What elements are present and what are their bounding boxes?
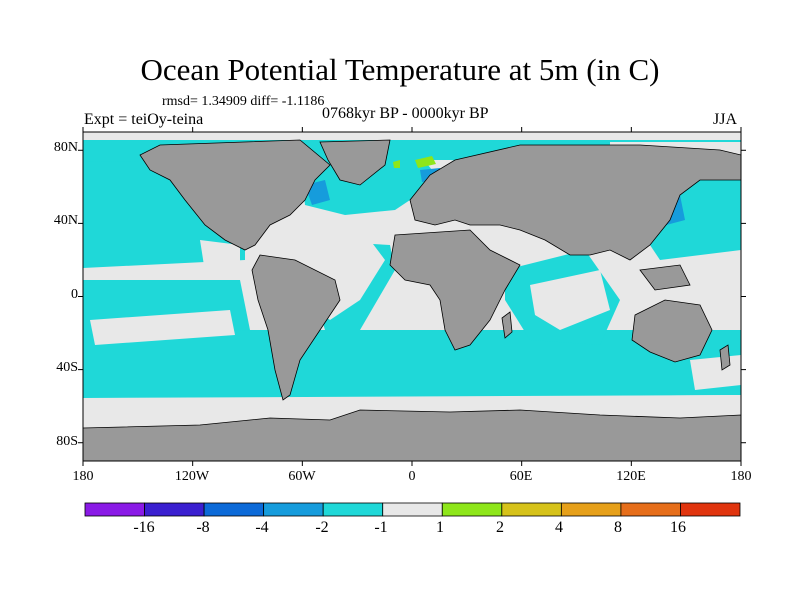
period-label: 0768kyr BP - 0000kyr BP (322, 105, 489, 122)
colorbar-label: 1 (436, 519, 444, 536)
colorbar-label: 4 (555, 519, 563, 536)
colorbar-swatch (501, 502, 562, 517)
lon-label-120e: 120E (616, 469, 646, 484)
season-label: JJA (713, 111, 738, 128)
lon-label-60w: 60W (288, 469, 316, 484)
colorbar-label: -8 (196, 519, 210, 536)
stats-text: rmsd= 1.34909 diff= -1.1186 (162, 94, 325, 109)
north-america-land (139, 139, 331, 251)
lon-label-180w: 180 (72, 469, 94, 484)
lat-label-40s: 40S (56, 360, 78, 375)
greenland-sea-green (393, 160, 400, 168)
colorbar-label: 16 (670, 519, 686, 536)
indian-neutral (530, 270, 610, 330)
new-zealand-land (719, 344, 731, 371)
pacific-neutral-strip (90, 310, 235, 345)
experiment-label: Expt = teiOy-teina (84, 111, 204, 128)
southern-band-cyan (83, 330, 741, 400)
madagascar-land (501, 311, 513, 339)
colorbar-label: 2 (496, 519, 504, 536)
greenland-land (319, 139, 391, 186)
colorbar-swatch (322, 502, 384, 517)
colorbar-swatch (84, 502, 145, 517)
colorbar-label: -4 (255, 519, 269, 536)
axis-ticks (78, 127, 746, 466)
colorbar-swatch (382, 502, 443, 517)
africa-land (389, 229, 521, 351)
barents-green (415, 156, 436, 168)
colorbar-swatch (560, 502, 622, 517)
colorbar-label: 8 (614, 519, 622, 536)
colorbar-swatch (203, 502, 265, 517)
colorbar-label: -16 (133, 519, 155, 536)
lat-label-0: 0 (71, 287, 78, 302)
tasman-neutral (690, 355, 741, 390)
lon-label-120w: 120W (174, 469, 210, 484)
colorbar-swatch (441, 502, 503, 517)
lat-label-40n: 40N (53, 213, 78, 228)
warm-anomaly-regions (393, 156, 436, 168)
southeast-asia-islands (639, 264, 691, 291)
australia-land (631, 299, 713, 363)
lat-label-80s: 80S (56, 434, 78, 449)
colorbar-swatch (680, 502, 741, 517)
lon-label-0: 0 (408, 469, 416, 484)
lon-label-180e: 180 (730, 469, 752, 484)
colorbar-label: -2 (315, 519, 329, 536)
land-masses (83, 139, 741, 461)
colorbar-swatch (144, 502, 205, 517)
lat-label-80n: 80N (53, 140, 78, 155)
lon-label-60e: 60E (509, 469, 533, 484)
east-pacific-neutral (200, 240, 240, 275)
colorbar-label: -1 (374, 519, 388, 536)
antarctica-land (83, 409, 741, 461)
colorbar (84, 502, 741, 517)
colorbar-swatch (620, 502, 681, 517)
south-america-land (251, 254, 341, 401)
map-title: Ocean Potential Temperature at 5m (in C) (140, 52, 660, 87)
colorbar-swatch (263, 502, 324, 517)
eurasia-land (409, 144, 741, 261)
map-area (83, 132, 741, 461)
